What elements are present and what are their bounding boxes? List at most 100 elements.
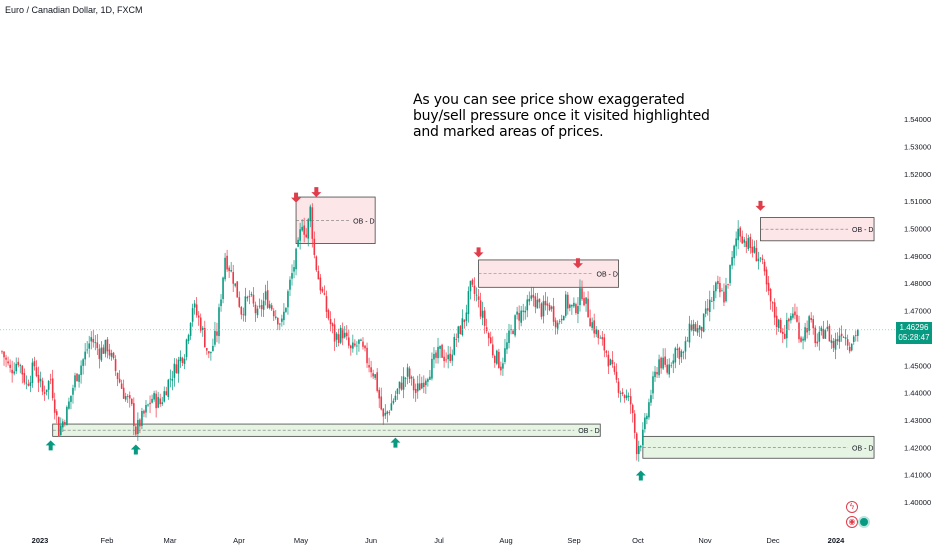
candle-body <box>281 318 283 322</box>
candle-body <box>128 395 131 399</box>
candle-body <box>175 364 178 374</box>
candle-body <box>719 282 721 293</box>
candle-body <box>80 365 82 376</box>
candle-body <box>461 318 464 336</box>
candle-body <box>270 305 273 310</box>
x-tick-label: Aug <box>499 536 512 545</box>
sell-arrow-icon <box>291 192 302 203</box>
candle-body <box>246 296 249 299</box>
candle-body <box>293 267 295 272</box>
lightning-icon[interactable]: ϟ <box>846 501 858 513</box>
candle-body <box>153 393 155 400</box>
candle-body <box>467 291 470 315</box>
candle-body <box>812 319 814 329</box>
candle-body <box>599 337 602 339</box>
price-axis[interactable]: 1.40000 1.41000 1.42000 1.43000 1.44000 1.450… <box>904 115 931 507</box>
candle-body <box>631 404 634 414</box>
candle-body <box>216 331 218 336</box>
candle-body <box>181 357 184 363</box>
candle-body <box>358 339 360 344</box>
candle-body <box>151 398 153 403</box>
candle-body <box>98 348 101 359</box>
zone-label: OB - D <box>852 445 873 452</box>
candle-body <box>368 365 370 368</box>
time-axis[interactable]: 2023 Feb Mar Apr May Jun Jul Aug Sep Oct Nov Dec 202… <box>32 536 846 545</box>
candle-body <box>435 352 437 358</box>
candle-body <box>23 372 26 383</box>
candle-body <box>55 411 58 416</box>
candle-body <box>556 322 559 329</box>
supply-zone[interactable] <box>295 196 376 244</box>
candle-body <box>810 318 812 320</box>
candle-body <box>573 302 575 307</box>
candle-body <box>39 378 42 382</box>
candle-body <box>528 298 531 302</box>
candle-body <box>147 404 149 406</box>
x-tick-label: Jul <box>434 536 444 545</box>
candle-body <box>386 411 389 415</box>
candle-body <box>585 297 587 304</box>
candle-body <box>846 339 849 346</box>
record-icon[interactable]: ◉ <box>846 516 858 528</box>
candle-body <box>400 382 403 390</box>
candle-body <box>459 326 462 334</box>
candle-body <box>587 298 589 318</box>
candle-body <box>201 327 204 330</box>
candle-body <box>343 332 346 338</box>
candle-body <box>137 419 139 435</box>
candle-body <box>260 305 263 309</box>
candle-body <box>607 354 610 367</box>
candle-body <box>218 307 220 337</box>
candle-body <box>473 285 476 294</box>
candle-body <box>483 310 486 326</box>
candle-body <box>179 356 182 362</box>
candle-body <box>199 317 202 331</box>
supply-zone[interactable] <box>478 259 619 288</box>
candle-body <box>510 329 512 330</box>
candle-body <box>457 326 460 339</box>
candle-body <box>126 396 129 397</box>
candle-body <box>670 365 673 367</box>
candle-body <box>29 382 32 386</box>
candle-body <box>390 403 393 411</box>
candle-body <box>185 339 188 358</box>
candle-body <box>520 310 522 323</box>
candle-body <box>546 303 549 306</box>
candle-body <box>784 333 786 339</box>
candle-body <box>530 295 533 299</box>
zone-label: OB - D <box>578 428 599 435</box>
candle-body <box>567 294 569 309</box>
candle-body <box>840 333 843 337</box>
candle-body <box>62 421 64 428</box>
candle-body <box>739 227 741 237</box>
candle-body <box>43 392 46 394</box>
candle-body <box>603 337 606 351</box>
candle-body <box>45 389 48 392</box>
candle-body <box>526 299 529 311</box>
candle-body <box>274 316 277 318</box>
candle-body <box>814 327 817 344</box>
candle-body <box>773 302 776 318</box>
candle-body <box>423 382 425 388</box>
candle-body <box>451 354 454 361</box>
candle-body <box>96 342 99 349</box>
buy-arrow-icon <box>45 440 56 451</box>
candle-body <box>644 417 646 430</box>
candle-body <box>354 343 356 346</box>
candle-body <box>800 337 802 342</box>
candle-body <box>737 228 739 241</box>
candle-body <box>57 417 60 437</box>
candle-body <box>171 378 174 381</box>
candle-body <box>94 342 97 344</box>
candle-body <box>516 311 518 315</box>
candle-body <box>173 363 176 378</box>
candle-body <box>502 363 504 369</box>
candle-body <box>321 288 324 292</box>
candle-body <box>650 395 652 403</box>
candle-body <box>656 371 658 375</box>
live-dot-icon[interactable] <box>858 516 870 528</box>
candle-body <box>206 348 208 351</box>
symbol-title[interactable]: Euro / Canadian Dollar, 1D, FXCM <box>5 5 143 15</box>
